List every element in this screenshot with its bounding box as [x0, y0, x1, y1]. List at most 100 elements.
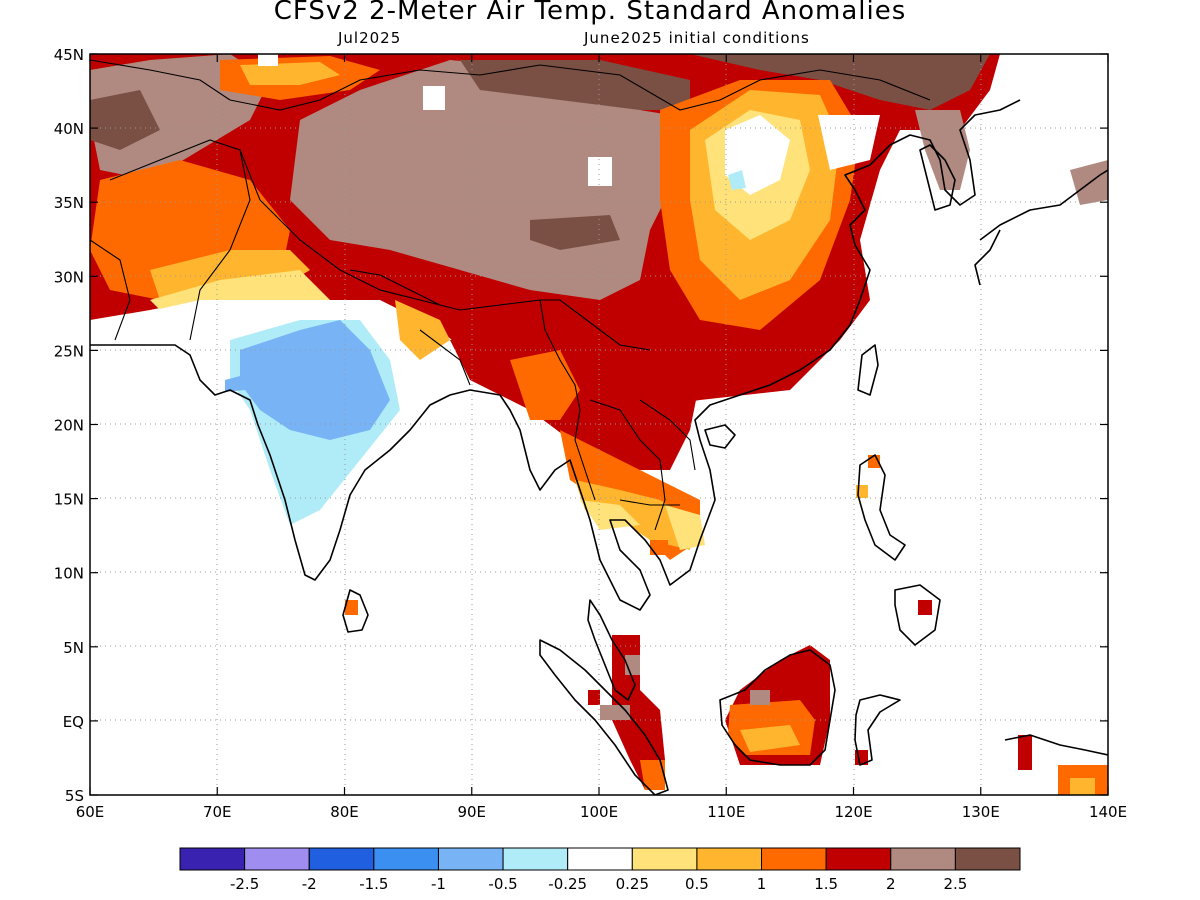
lon-tick-label: 70E [203, 803, 232, 821]
anomaly-region-korea [915, 110, 970, 190]
forecast-month: Jul2025 [338, 29, 402, 47]
anomaly-region-myanmar-orange [510, 350, 580, 420]
colorbar-label: -1 [431, 875, 446, 893]
colorbar-swatch [761, 847, 827, 871]
coastline-sumatra [539, 639, 669, 795]
anomaly-region-borneo-brown [750, 690, 770, 705]
coastline-japan-2 [974, 229, 1001, 286]
colorbar-swatch [696, 847, 763, 871]
border-cambodia [619, 499, 680, 506]
colorbar-label: 0.25 [616, 875, 649, 893]
anomaly-cell-vietnam [650, 540, 668, 555]
lat-tick-label: 45N [54, 46, 84, 64]
colorbar-swatch [244, 847, 310, 871]
coastline-borneo [719, 649, 836, 766]
colorbar-swatch [502, 847, 569, 871]
coastline-malay [587, 599, 636, 701]
lat-tick-label: 35N [54, 194, 84, 212]
coastline-sulawesi [854, 694, 901, 766]
lon-tick-label: 110E [707, 803, 745, 821]
colorbar-label: -2.5 [230, 875, 259, 893]
anomaly-field [90, 54, 1108, 795]
map-title: CFSv2 2-Meter Air Temp. Standard Anomali… [273, 0, 907, 26]
coastline-japan [979, 169, 1108, 241]
anomaly-region-bangladesh-yellow [395, 300, 450, 360]
anomaly-region-india-blue [225, 320, 390, 440]
initial-conditions: June2025 initial conditions [584, 29, 810, 47]
colorbar-swatch [437, 847, 504, 871]
lon-tick-label: 60E [76, 803, 105, 821]
anomaly-region-mongolia [690, 54, 990, 110]
coastlines [90, 99, 1108, 795]
lat-tick-label: 5S [65, 787, 84, 805]
colorbar-label: -0.5 [488, 875, 517, 893]
missing-cell-1 [258, 54, 278, 66]
colorbar-swatch [631, 847, 698, 871]
lon-tick-label: 130E [962, 803, 1000, 821]
coastline-korea [919, 144, 956, 211]
anomaly-region-west-dark [90, 90, 160, 150]
coastline-luzon [857, 454, 906, 561]
lon-tick-label: 120E [834, 803, 872, 821]
colorbar-swatch [373, 847, 439, 871]
border-iran [90, 239, 131, 341]
anomaly-region-malaysia [588, 690, 600, 705]
anomaly-region-china-cyan [728, 170, 746, 190]
colorbar-label: 2.5 [943, 875, 967, 893]
lat-tick-label: 20N [54, 417, 84, 435]
anomaly-region-indochina-yellow [575, 480, 690, 550]
lat-tick-label: 15N [54, 491, 84, 509]
coastline-mindanao [894, 584, 941, 646]
colorbar-swatch [890, 847, 956, 871]
border-myanmar [539, 299, 596, 501]
colorbar-swatch [308, 847, 375, 871]
lat-tick-label: 25N [54, 342, 84, 360]
anomaly-cell-mindanao [918, 600, 932, 615]
border-nepal [349, 269, 441, 306]
anomaly-region-indochina-light [580, 500, 640, 530]
border-kazakh [90, 59, 231, 101]
colorbar-label: 1 [757, 875, 767, 893]
colorbar-swatch [179, 847, 246, 871]
coastline-srilanka [342, 589, 369, 633]
colorbar-label: 2 [886, 875, 896, 893]
colorbar-swatch [825, 847, 892, 871]
axis-ticks [89, 53, 1109, 796]
coastline-arabian-india [90, 99, 1021, 611]
anomaly-region-mongolia-yellow [240, 62, 340, 85]
anomaly-region-indochina-light-2 [665, 505, 705, 550]
border-tibet-south [259, 199, 651, 351]
lat-tick-label: 40N [54, 120, 84, 138]
border-pakistan-india [189, 149, 251, 341]
lat-tick-label: 30N [54, 268, 84, 286]
lat-tick-label: EQ [63, 713, 84, 731]
anomaly-cell-newguinea-1 [1018, 735, 1032, 770]
colorbar-label: 1.5 [814, 875, 838, 893]
lon-tick-label: 140E [1089, 803, 1127, 821]
colorbar-swatch [567, 847, 633, 871]
colorbar-label: -2 [302, 875, 317, 893]
anomaly-region-tibet-dark [460, 60, 690, 110]
axis-labels: 60E 70E 80E 90E 100E 110E 120E 130E 140E 45N 40N 35… [54, 46, 1127, 821]
missing-cell-2 [423, 86, 445, 110]
anomaly-region-sumatra-brown-2 [600, 705, 630, 720]
colorbar: -2.5 -2 -1.5 -1 -0.5 -0.25 0.25 0.5 1 1.5 2 2.5 [179, 847, 1021, 893]
lon-tick-label: 90E [457, 803, 486, 821]
anomaly-region-tibet-dark-2 [530, 215, 620, 250]
anomaly-cell-newguinea-3 [1070, 778, 1095, 795]
colorbar-label: 0.5 [685, 875, 709, 893]
border-china-north [229, 64, 931, 111]
missing-cell-3 [588, 157, 612, 186]
lat-tick-label: 10N [54, 565, 84, 583]
lon-tick-label: 80E [330, 803, 359, 821]
coastline-newguinea [1004, 734, 1108, 756]
country-borders [90, 59, 931, 531]
colorbar-label: -0.25 [548, 875, 587, 893]
anomaly-cell-srilanka [345, 600, 358, 615]
missing-cell-4 [818, 115, 880, 170]
coastline-hainan [704, 424, 736, 449]
colorbar-swatch [954, 847, 1021, 871]
lat-tick-label: 5N [63, 639, 84, 657]
missing-cell-5 [1000, 54, 1108, 170]
